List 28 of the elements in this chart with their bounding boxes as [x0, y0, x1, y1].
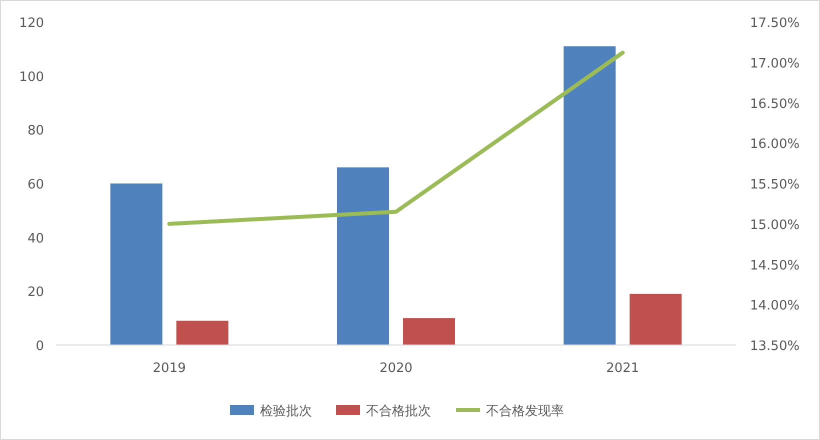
y-tick-label: 60	[27, 178, 44, 192]
bar	[176, 320, 228, 345]
bar	[403, 318, 455, 345]
x-tick-label: 2021	[606, 361, 640, 376]
y2-tick-label: 14.50%	[750, 258, 800, 274]
y2-tick-label: 15.00%	[750, 218, 800, 233]
y2-tick-label: 17.50%	[750, 16, 800, 31]
bar	[110, 184, 162, 345]
y-tick-label: 120	[19, 16, 44, 31]
y-tick-label: 80	[27, 124, 44, 139]
bar	[630, 294, 682, 345]
x-tick-label: 2019	[152, 361, 186, 376]
y2-tick-label: 16.00%	[750, 137, 800, 152]
y-tick-label: 20	[27, 285, 44, 300]
y-tick-label: 100	[19, 70, 44, 85]
legend-label: 不合格批次	[366, 404, 431, 419]
x-tick-label: 2020	[379, 361, 413, 376]
y-tick-label: 0	[36, 339, 44, 354]
y2-tick-label: 13.50%	[750, 339, 800, 354]
y2-tick-label: 15.50%	[750, 178, 800, 192]
bar	[564, 46, 616, 345]
y2-tick-label: 16.50%	[750, 96, 800, 112]
y2-tick-label: 17.00%	[750, 56, 800, 72]
legend-label: 不合格发现率	[486, 403, 564, 419]
y2-tick-label: 14.00%	[750, 298, 800, 314]
bar	[337, 167, 389, 345]
y-tick-label: 40	[27, 231, 44, 246]
legend-label: 检验批次	[260, 404, 312, 419]
